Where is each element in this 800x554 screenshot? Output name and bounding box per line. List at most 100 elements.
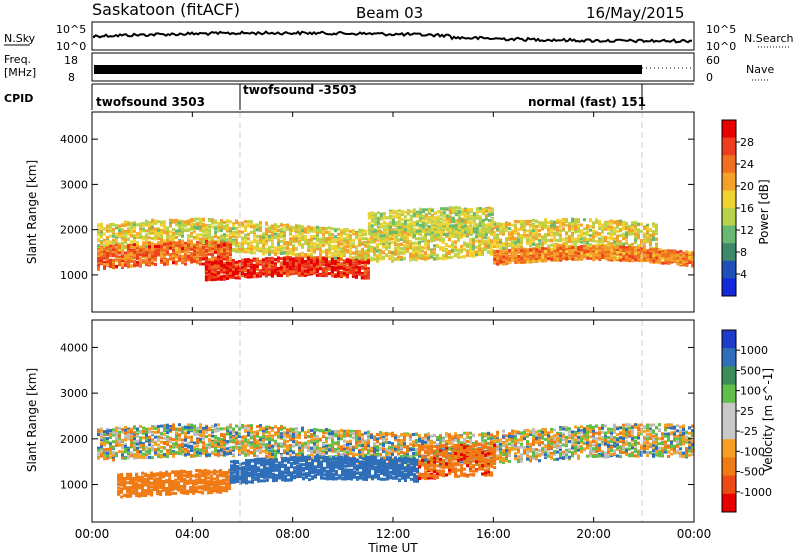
power-echo-cell (553, 237, 556, 241)
power-echo-cell (235, 230, 238, 234)
power-echo-cell (274, 229, 277, 233)
power-echo-cell (151, 222, 154, 225)
power-echo-cell (115, 247, 118, 251)
power-echo-cell (133, 263, 136, 267)
power-echo-cell (442, 254, 445, 257)
power-echo-cell (637, 244, 640, 248)
power-echo-cell (511, 246, 514, 250)
power-echo-cell (109, 250, 112, 254)
power-echo-cell (342, 267, 346, 271)
power-echo-cell (121, 238, 124, 242)
power-echo-cell (360, 261, 364, 265)
power-echo-cell (330, 269, 334, 273)
power-echo-cell (97, 251, 100, 255)
power-echo-cell (321, 269, 325, 273)
power-echo-cell (121, 250, 124, 253)
power-echo-cell (367, 222, 371, 225)
power-echo-cell (568, 224, 571, 228)
power-echo-cell (604, 227, 607, 231)
power-echo-cell (289, 237, 292, 241)
power-echo-cell (409, 255, 412, 259)
power-echo-cell (286, 251, 289, 255)
power-echo-cell (244, 248, 247, 252)
power-echo-cell (199, 217, 202, 221)
power-echo-cell (496, 227, 499, 231)
power-echo-cell (436, 228, 440, 232)
power-echo-cell (415, 237, 418, 241)
power-echo-cell (253, 227, 256, 231)
power-echo-cell (382, 242, 385, 245)
power-echo-cell (373, 233, 377, 237)
power-echo-cell (312, 269, 316, 273)
power-echo-cell (297, 263, 301, 267)
power-echo-cell (565, 223, 568, 227)
power-echo-cell (616, 239, 619, 243)
power-echo-cell (345, 270, 349, 274)
power-echo-cell (433, 211, 437, 215)
power-echo-cell (580, 240, 583, 244)
power-echo-cell (559, 219, 562, 223)
power-echo-cell (586, 244, 589, 247)
power-echo-cell (166, 259, 169, 263)
power-echo-cell (400, 237, 403, 241)
power-echo-cell (292, 238, 295, 242)
power-echo-cell (148, 260, 151, 264)
power-echo-cell (334, 253, 337, 257)
power-echo-cell (139, 227, 142, 231)
power-echo-cell (204, 278, 208, 282)
power-echo-cell (490, 245, 493, 249)
power-echo-cell (184, 248, 187, 252)
power-echo-cell (169, 221, 172, 225)
power-echo-cell (337, 243, 340, 247)
power-echo-cell (496, 238, 499, 242)
power-echo-cell (288, 268, 292, 272)
power-echo-cell (190, 231, 193, 235)
power-echo-cell (250, 220, 253, 224)
power-echo-cell (321, 263, 325, 267)
power-echo-cell (499, 227, 502, 231)
power-echo-cell (439, 237, 442, 241)
power-echo-cell (457, 252, 460, 256)
power-echo-cell (508, 227, 511, 231)
power-echo-cell (127, 254, 130, 258)
power-echo-cell (424, 217, 428, 221)
power-echo-cell (541, 222, 544, 226)
power-echo-cell (163, 221, 166, 225)
power-echo-cell (103, 250, 106, 254)
power-echo-cell (607, 222, 610, 225)
power-echo-cell (247, 249, 250, 253)
power-echo-cell (232, 227, 235, 231)
power-echo-cell (406, 243, 409, 247)
power-echo-cell (442, 246, 445, 250)
power-echo-cell (327, 272, 331, 276)
power-echo-cell (394, 210, 398, 214)
power-echo-cell (327, 266, 331, 270)
power-echo-cell (300, 258, 304, 262)
power-echo-cell (484, 236, 487, 240)
power-echo-cell (442, 239, 445, 243)
power-echo-cell (643, 225, 646, 229)
power-echo-cell (151, 243, 154, 246)
power-echo-cell (409, 242, 412, 246)
power-echo-cell (202, 223, 205, 226)
power-echo-cell (121, 233, 124, 237)
power-echo-cell (216, 274, 220, 278)
power-echo-cell (277, 232, 280, 236)
power-echo-cell (130, 251, 133, 255)
power-echo-cell (403, 249, 406, 253)
power-echo-cell (151, 229, 154, 233)
power-echo-cell (556, 231, 559, 235)
power-echo-cell (100, 255, 103, 259)
power-echo-cell (151, 248, 154, 251)
power-echo-cell (304, 240, 307, 244)
power-echo-cell (309, 261, 313, 265)
power-echo-cell (571, 244, 574, 248)
power-echo-cell (289, 242, 292, 246)
power-echo-cell (454, 231, 457, 234)
power-echo-cell (217, 239, 220, 243)
power-echo-cell (532, 241, 535, 245)
power-echo-cell (342, 259, 346, 263)
power-echo-cell (397, 220, 401, 224)
power-echo-cell (613, 237, 616, 241)
